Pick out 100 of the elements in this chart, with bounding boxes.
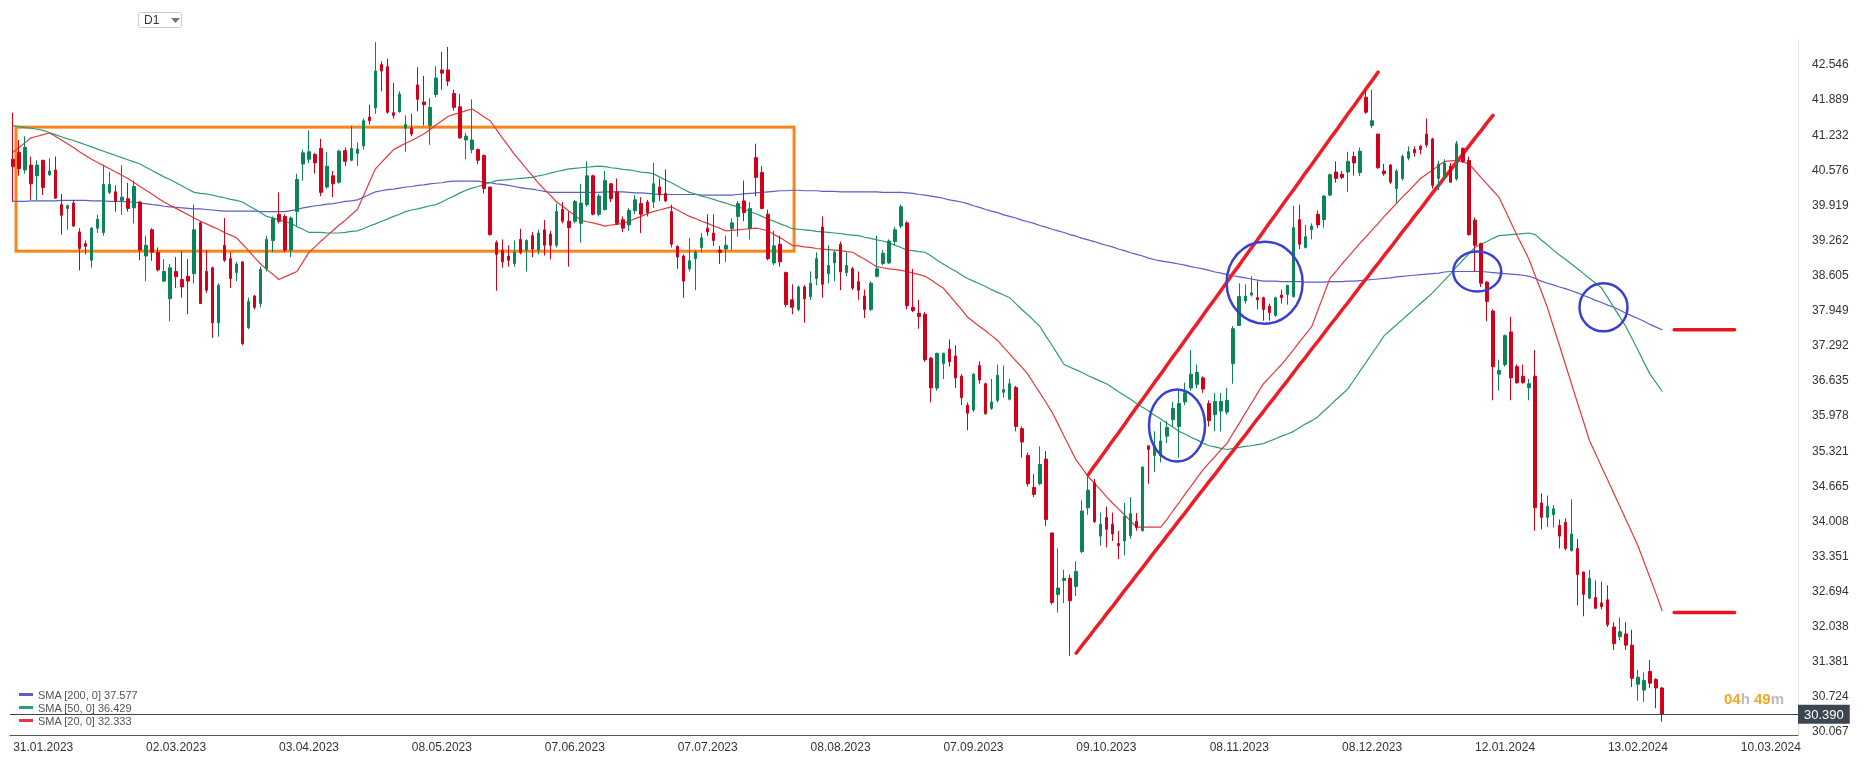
- candlestick: [567, 211, 571, 268]
- candlestick: [1582, 571, 1585, 617]
- candlestick: [150, 227, 154, 262]
- candlestick: [331, 170, 335, 198]
- candlestick: [66, 204, 69, 231]
- candlestick: [815, 251, 818, 286]
- candlestick: [851, 266, 854, 291]
- candlestick: [410, 113, 413, 137]
- candlestick: [827, 244, 830, 284]
- y-tick-label: 31.381: [1812, 654, 1850, 669]
- candlestick: [337, 149, 341, 185]
- candlestick: [730, 218, 734, 251]
- candlestick: [978, 360, 981, 385]
- candlestick: [688, 237, 691, 272]
- line-series: [1086, 70, 1380, 477]
- candlestick: [573, 199, 577, 224]
- candlestick: [482, 153, 486, 194]
- candlestick: [1020, 426, 1024, 459]
- x-tick-label: 10.03.2024: [1740, 740, 1802, 754]
- candlestick: [102, 164, 105, 237]
- y-tick-label: 32.038: [1812, 619, 1850, 634]
- x-tick-label: 08.05.2023: [411, 740, 473, 754]
- candlestick: [1407, 145, 1410, 161]
- candlestick: [929, 356, 933, 403]
- candlestick: [1425, 118, 1428, 148]
- candlestick: [289, 215, 293, 258]
- candlestick: [1171, 401, 1175, 428]
- candlestick: [1237, 282, 1241, 327]
- candlestick: [887, 238, 891, 265]
- ref-line-label: 30.390: [1804, 706, 1844, 722]
- candlestick: [126, 182, 130, 213]
- candlestick: [1014, 385, 1018, 432]
- candlestick: [1624, 621, 1628, 651]
- candlestick: [706, 213, 709, 237]
- candlestick: [319, 138, 323, 197]
- y-tick-label: 34.665: [1812, 478, 1850, 493]
- candlestick: [277, 191, 281, 224]
- candlestick: [869, 280, 873, 312]
- candlestick: [766, 208, 770, 261]
- candlestick: [1183, 382, 1187, 406]
- line-series: [12, 180, 1663, 331]
- candlestick: [760, 165, 764, 210]
- candlestick: [1117, 530, 1120, 560]
- candlestick: [609, 182, 613, 203]
- candlestick: [658, 177, 661, 202]
- candlestick: [1588, 569, 1591, 600]
- candlestick: [1443, 158, 1446, 179]
- candlestick: [881, 249, 885, 266]
- candlestick: [960, 373, 963, 406]
- candlestick: [501, 238, 504, 269]
- y-tick-label: 35.978: [1812, 408, 1850, 423]
- candlestick: [1002, 365, 1005, 399]
- candlestick: [90, 226, 93, 269]
- candlestick: [718, 245, 722, 265]
- candlestick: [597, 193, 601, 217]
- candlestick: [1093, 478, 1096, 524]
- candlestick: [144, 235, 148, 282]
- candlestick: [211, 266, 214, 339]
- candlestick: [821, 215, 824, 299]
- candlestick: [325, 151, 329, 190]
- candlestick: [1244, 283, 1247, 305]
- candlestick: [1630, 629, 1634, 688]
- candlestick: [29, 156, 33, 201]
- candlestick: [114, 184, 117, 213]
- y-tick-label: 41.889: [1812, 92, 1850, 107]
- candlestick: [724, 235, 728, 263]
- candlestick: [845, 251, 848, 277]
- x-tick-label: 31.01.2023: [13, 740, 74, 754]
- candlestick: [265, 235, 268, 272]
- candlestick: [1026, 452, 1030, 487]
- candlestick: [1352, 151, 1356, 177]
- candlestick: [1086, 472, 1090, 516]
- candlestick: [1533, 349, 1537, 532]
- candlestick: [591, 174, 595, 216]
- candlestick: [790, 283, 794, 315]
- y-tick-label: 35.321: [1812, 443, 1850, 458]
- candlestick: [1129, 496, 1132, 540]
- candlestick: [422, 75, 426, 127]
- candlestick: [392, 82, 395, 120]
- x-tick-label: 07.06.2023: [544, 740, 606, 754]
- candlestick: [1213, 392, 1217, 432]
- candlestick: [1147, 445, 1150, 485]
- candlestick: [1310, 222, 1313, 240]
- candlestick: [138, 200, 142, 261]
- x-tick-label: 12.01.2024: [1475, 740, 1536, 754]
- y-tick-label: 42.546: [1812, 57, 1850, 72]
- candlestick: [404, 114, 407, 153]
- candlestick: [954, 344, 957, 389]
- candlestick: [525, 238, 528, 272]
- candlestick: [670, 204, 673, 248]
- candlestick: [1618, 616, 1622, 641]
- candlestick: [633, 194, 637, 215]
- candlestick: [1099, 512, 1102, 547]
- candlestick: [434, 65, 438, 98]
- y-tick-label: 39.919: [1812, 197, 1850, 212]
- candlestick: [1437, 160, 1440, 191]
- candlestick: [863, 289, 866, 319]
- y-tick-label: 34.008: [1812, 513, 1850, 528]
- candlestick: [253, 294, 256, 310]
- candlestick: [555, 203, 558, 248]
